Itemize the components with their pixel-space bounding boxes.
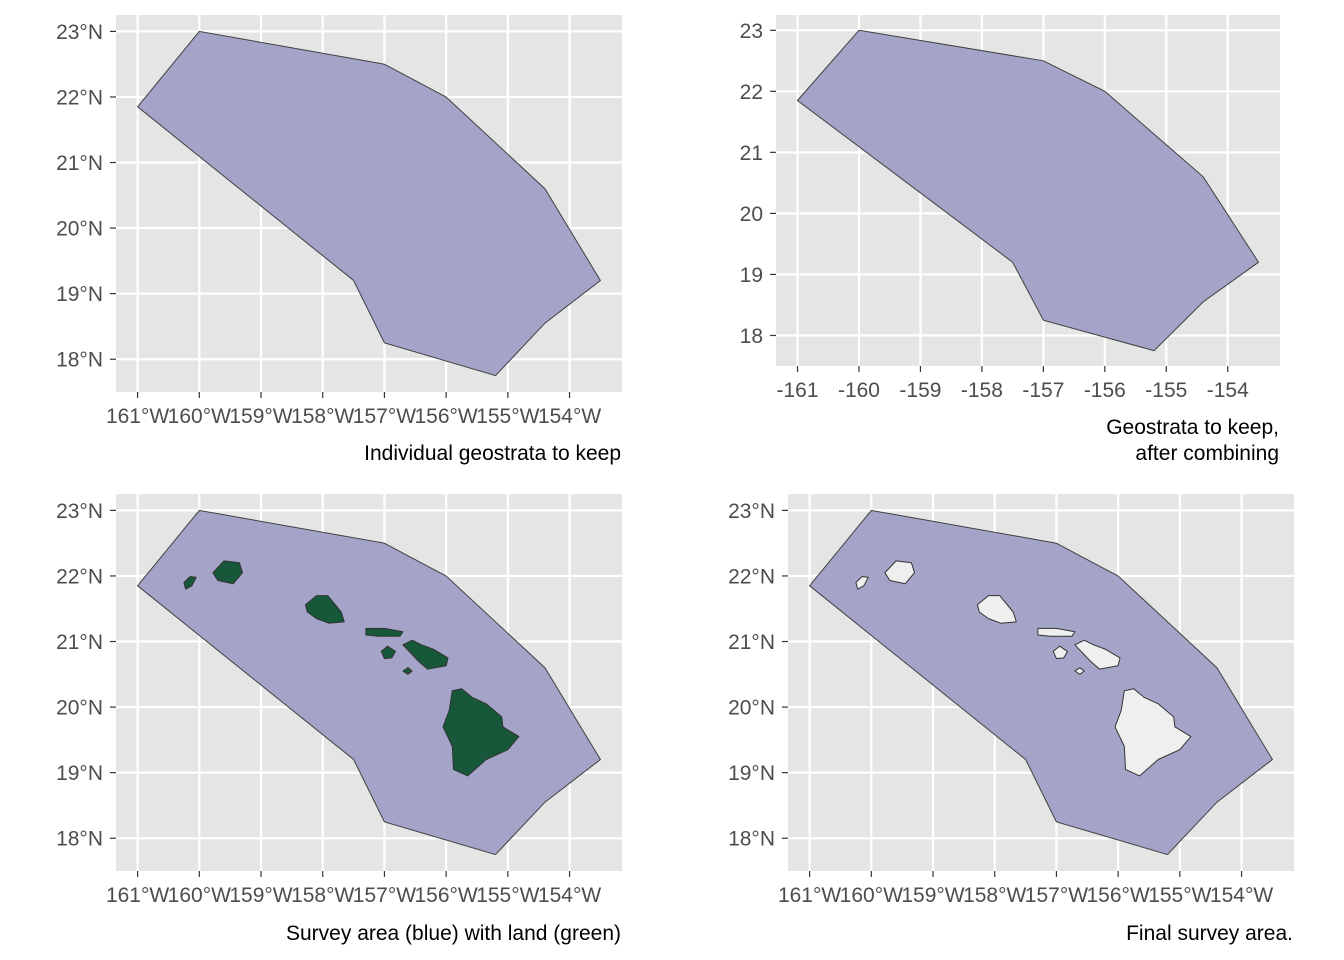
y-tick-label: 18°N <box>56 349 103 372</box>
island-niihau <box>183 576 197 590</box>
survey-area-polygon <box>136 30 602 377</box>
x-tick-label: -156 <box>1084 379 1126 402</box>
y-tick-label: 23 <box>740 20 763 43</box>
y-tick-label: 21°N <box>56 152 103 175</box>
x-tick-label: -155 <box>1145 379 1187 402</box>
survey-area-polygon <box>808 509 1274 856</box>
x-tick-label: 158°W <box>963 884 1026 907</box>
x-tick-label: 156°W <box>415 884 478 907</box>
y-tick-label: 20°N <box>56 218 103 241</box>
island-maui <box>1074 639 1121 670</box>
island-lanai <box>1052 645 1068 660</box>
x-tick-label: -160 <box>838 379 880 402</box>
y-tick-label: 19 <box>740 264 763 287</box>
y-tick-label: 21 <box>740 142 763 165</box>
y-tick-label: 18°N <box>56 828 103 851</box>
y-tick-label: 18°N <box>728 828 775 851</box>
x-tick-label: 157°W <box>353 884 416 907</box>
x-tick-label: -154 <box>1207 379 1249 402</box>
x-tick-label: 154°W <box>538 405 601 428</box>
y-tick-label: 22 <box>740 81 763 104</box>
y-tick-label: 22°N <box>56 86 103 109</box>
survey-area-polygon <box>136 509 602 856</box>
island-molokai <box>365 627 404 637</box>
y-tick-label: 20 <box>740 203 763 226</box>
y-tick-label: 19°N <box>56 283 103 306</box>
panel-caption: Geostrata to keep, <box>1106 416 1279 439</box>
island-molokai <box>1037 627 1076 637</box>
map-panel-3: 161°W160°W159°W158°W157°W156°W155°W154°W… <box>56 494 622 945</box>
x-tick-label: 159°W <box>229 405 292 428</box>
x-tick-label: 159°W <box>229 884 292 907</box>
island-kauai <box>212 560 243 585</box>
y-tick-label: 19°N <box>728 762 775 785</box>
x-tick-label: 155°W <box>476 405 539 428</box>
x-tick-label: 158°W <box>291 405 354 428</box>
x-tick-label: 155°W <box>476 884 539 907</box>
x-tick-label: 160°W <box>168 405 231 428</box>
y-tick-label: 18 <box>740 325 763 348</box>
x-tick-label: 155°W <box>1148 884 1211 907</box>
y-tick-label: 20°N <box>728 697 775 720</box>
survey-area-polygon <box>796 29 1260 352</box>
map-panel-2: -161 -160 -159 -158 -157 -156 -155 -154 18 19 20 21… <box>740 15 1280 465</box>
island-maui <box>402 639 449 670</box>
x-tick-label: 161°W <box>778 884 841 907</box>
island-lanai <box>380 645 396 660</box>
x-tick-label: -159 <box>899 379 941 402</box>
y-tick-label: 21°N <box>56 631 103 654</box>
y-tick-label: 23°N <box>728 500 775 523</box>
island-kauai <box>884 560 915 585</box>
x-tick-label: 156°W <box>1087 884 1150 907</box>
x-tick-label: 161°W <box>106 884 169 907</box>
island-hawaii <box>442 688 520 777</box>
x-tick-label: -157 <box>1022 379 1064 402</box>
island-oahu <box>304 595 345 624</box>
y-tick-label: 19°N <box>56 762 103 785</box>
y-tick-label: 23°N <box>56 500 103 523</box>
x-tick-label: 161°W <box>106 405 169 428</box>
x-tick-label: 157°W <box>353 405 416 428</box>
y-tick-label: 23°N <box>56 21 103 44</box>
island-niihau <box>855 576 869 590</box>
panel-caption: Final survey area. <box>1126 922 1293 945</box>
x-tick-label: -161 <box>776 379 818 402</box>
island-oahu <box>976 595 1017 624</box>
map-panel-4: 161°W160°W159°W158°W157°W156°W155°W154°W… <box>728 494 1294 945</box>
x-tick-label: 154°W <box>538 884 601 907</box>
panel-caption: Individual geostrata to keep <box>364 442 621 465</box>
x-tick-label: 159°W <box>901 884 964 907</box>
x-tick-label: 160°W <box>840 884 903 907</box>
panel-caption: Survey area (blue) with land (green) <box>286 922 621 945</box>
x-tick-label: 157°W <box>1025 884 1088 907</box>
panel-caption: after combining <box>1135 442 1279 465</box>
x-tick-label: 158°W <box>291 884 354 907</box>
island-kahoolawe <box>402 667 413 675</box>
map-panel-1: 161°W160°W159°W158°W157°W156°W155°W154°W… <box>56 15 622 465</box>
x-tick-label: -158 <box>961 379 1003 402</box>
x-tick-label: 160°W <box>168 884 231 907</box>
island-hawaii <box>1114 688 1192 777</box>
y-tick-label: 20°N <box>56 697 103 720</box>
island-kahoolawe <box>1074 667 1085 675</box>
x-tick-label: 156°W <box>415 405 478 428</box>
x-tick-label: 154°W <box>1210 884 1273 907</box>
y-tick-label: 22°N <box>56 565 103 588</box>
y-tick-label: 22°N <box>728 565 775 588</box>
y-tick-label: 21°N <box>728 631 775 654</box>
